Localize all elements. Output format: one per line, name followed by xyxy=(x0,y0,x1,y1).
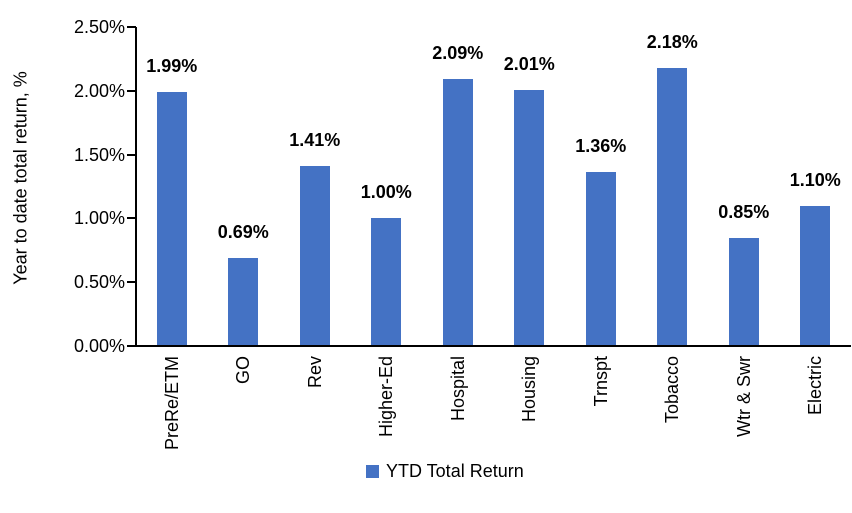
y-axis-line xyxy=(135,27,137,346)
x-axis-category-label: Tobacco xyxy=(662,356,683,424)
y-tick-mark xyxy=(127,26,136,28)
bar-value-label: 1.36% xyxy=(575,136,627,157)
y-axis-title: Year to date total return, % xyxy=(10,71,31,285)
bar-value-label: 2.01% xyxy=(503,53,555,74)
legend-label: YTD Total Return xyxy=(386,461,524,481)
y-tick-label: 1.50% xyxy=(73,144,125,165)
y-tick-label: 0.50% xyxy=(73,272,125,293)
bar xyxy=(371,218,402,345)
x-axis-category-label: Electric xyxy=(805,356,826,416)
legend: YTD Total Return xyxy=(366,461,524,481)
x-axis-category-label: Trnspt xyxy=(590,356,611,407)
x-axis-category-label: Housing xyxy=(519,356,540,423)
x-axis-category-label: Rev xyxy=(304,356,325,389)
y-tick-mark xyxy=(127,217,136,220)
legend-swatch-icon xyxy=(366,464,379,478)
bar xyxy=(156,92,187,345)
x-axis-category-label: PreRe/ETM xyxy=(161,356,182,451)
bar xyxy=(514,89,545,345)
bar-value-label: 0.69% xyxy=(217,221,269,242)
bar-value-label: 1.00% xyxy=(360,182,412,203)
y-tick-label: 0.00% xyxy=(73,336,125,356)
bar xyxy=(657,67,688,345)
bar xyxy=(728,237,759,345)
x-axis-category-label: GO xyxy=(233,356,254,385)
y-tick-mark xyxy=(127,153,136,156)
bar xyxy=(299,166,330,345)
x-axis-category-label: Higher-Ed xyxy=(376,356,397,438)
y-tick-mark xyxy=(127,89,136,92)
bar-value-label: 0.85% xyxy=(718,201,770,222)
bar-value-label: 2.18% xyxy=(646,31,698,52)
bar-value-label: 1.10% xyxy=(789,169,841,190)
y-tick-mark xyxy=(127,281,136,284)
x-axis-category-label: Hospital xyxy=(447,356,468,422)
bar xyxy=(585,172,616,345)
y-tick-label: 2.00% xyxy=(73,80,125,101)
bar xyxy=(228,257,259,345)
y-tick-label: 2.50% xyxy=(73,17,125,37)
bar-value-label: 1.41% xyxy=(289,130,341,151)
bar-value-label: 2.09% xyxy=(432,43,484,64)
bar xyxy=(442,79,473,345)
x-axis-line xyxy=(135,345,851,347)
y-tick-label: 1.00% xyxy=(73,208,125,229)
bar xyxy=(800,205,831,345)
bar-value-label: 1.99% xyxy=(146,56,198,77)
x-axis-category-label: Wtr & Swr xyxy=(733,356,754,437)
y-tick-mark xyxy=(127,345,136,347)
